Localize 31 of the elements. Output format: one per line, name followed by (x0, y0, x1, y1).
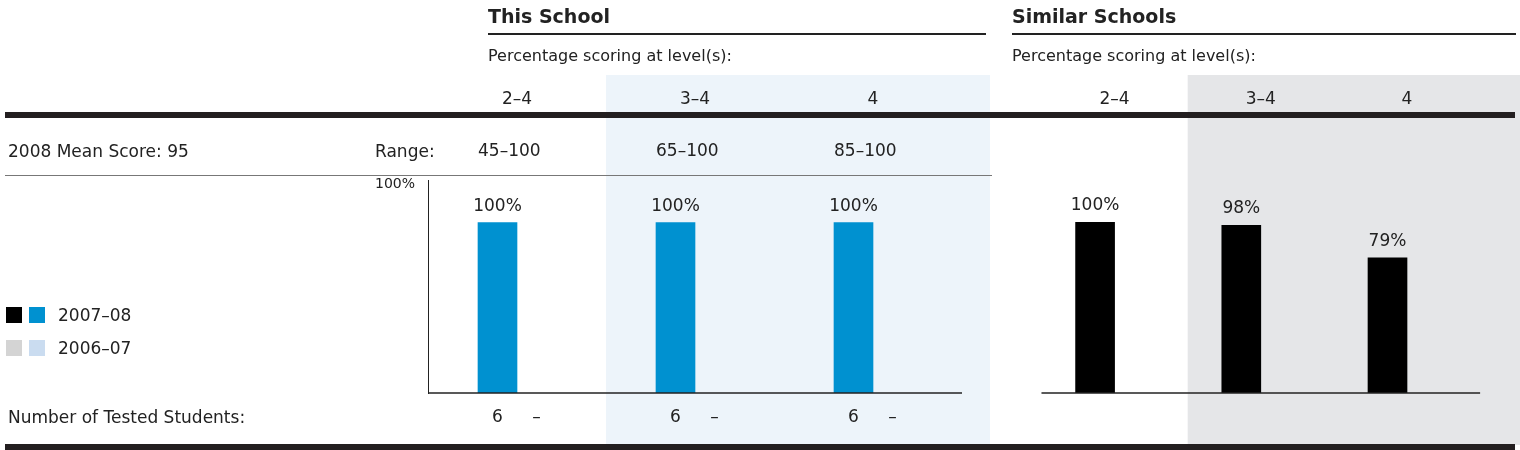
text: 6 (492, 406, 503, 427)
legend-label: 2006–07 (58, 338, 132, 358)
data-label: 100% (829, 194, 878, 215)
text: 85–100 (834, 140, 897, 161)
text: 6 (848, 406, 859, 427)
x-tick-label: 4 (867, 88, 879, 109)
chart-subtitle: Percentage scoring at level(s): (488, 46, 732, 65)
text: 100% (375, 175, 416, 191)
x-tick-label: 3–4 (679, 88, 711, 109)
text: – (532, 406, 541, 427)
text: 6 (670, 406, 681, 427)
x-tick-label: 2–4 (501, 88, 533, 109)
text: 45–100 (478, 140, 541, 161)
text: 65–100 (656, 140, 719, 161)
data-label: 100% (473, 194, 522, 215)
text: – (888, 406, 897, 427)
x-tick-label: 2–4 (1099, 88, 1130, 109)
text: Number of Tested Students: (8, 407, 246, 427)
chart-title: Similar Schools (1012, 5, 1516, 35)
x-tick-label: 4 (1401, 88, 1413, 109)
x-tick-label: 3–4 (1245, 88, 1276, 109)
text: Range: (375, 141, 435, 161)
legend-label: 2007–08 (58, 305, 132, 325)
text: 2008 Mean Score: 95 (8, 141, 189, 161)
data-label: 79% (1368, 229, 1407, 250)
chart-title: This School (488, 5, 986, 35)
data-label: 100% (1070, 193, 1120, 214)
data-label: 100% (651, 194, 700, 215)
chart-subtitle: Percentage scoring at level(s): (1012, 46, 1256, 65)
text: – (710, 406, 719, 427)
data-label: 98% (1222, 197, 1261, 218)
